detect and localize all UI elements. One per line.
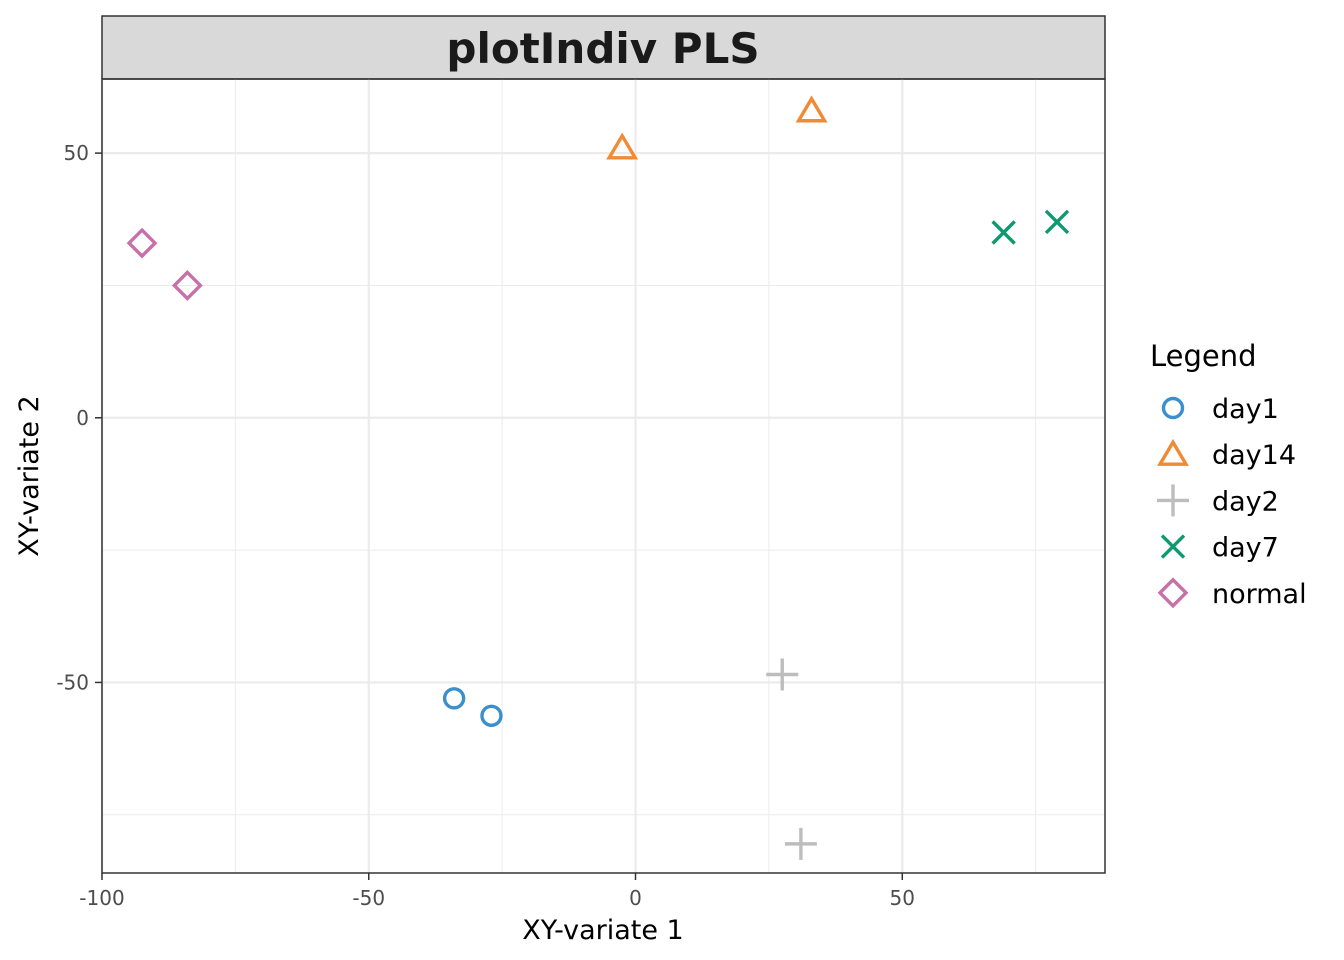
data-point-day14 (606, 132, 639, 160)
legend-label-normal: normal (1212, 579, 1307, 610)
data-point-day7 (1044, 209, 1070, 235)
panel-border (101, 78, 1106, 874)
data-point-day1 (480, 704, 503, 727)
legend-key-day1 (1161, 396, 1185, 420)
legend-label-day7: day7 (1212, 533, 1279, 564)
data-point-day2 (766, 658, 799, 691)
legend-key-day7 (1160, 534, 1186, 559)
legend-key-day2 (1157, 484, 1189, 517)
x-tick-label: -50 (352, 886, 385, 910)
data-point-day14 (795, 95, 828, 123)
x-tick-label: -100 (79, 886, 124, 910)
chart-title: plotIndiv PLS (446, 24, 759, 73)
axis-ticks: -100 -50 0 50 -50 0 50 (56, 141, 915, 910)
x-axis-title: XY-variate 1 (522, 915, 683, 946)
legend-title: Legend (1150, 339, 1257, 373)
legend-label-day1: day1 (1212, 394, 1279, 425)
y-tick-label: 50 (64, 141, 89, 165)
x-tick-label: 0 (629, 886, 642, 910)
y-axis-title: XY-variate 2 (14, 395, 45, 556)
data-point-day7 (991, 220, 1016, 245)
y-tick-label: 0 (76, 406, 89, 430)
strip-background (101, 15, 1106, 80)
legend-label-day14: day14 (1212, 440, 1296, 471)
data-point-day1 (442, 687, 466, 710)
data-point-normal (171, 270, 203, 301)
x-tick-label: 50 (890, 886, 915, 910)
legend-label-day2: day2 (1212, 486, 1279, 517)
y-tick-label: -50 (56, 670, 89, 694)
data-point-normal (126, 227, 158, 259)
legend: day1 day14 day2 day7 normal (1157, 394, 1307, 610)
legend-key-normal (1157, 577, 1189, 609)
legend-key-day14 (1157, 438, 1189, 466)
data-points (126, 95, 1070, 860)
grid (100, 79, 1105, 873)
data-point-day2 (784, 827, 817, 860)
